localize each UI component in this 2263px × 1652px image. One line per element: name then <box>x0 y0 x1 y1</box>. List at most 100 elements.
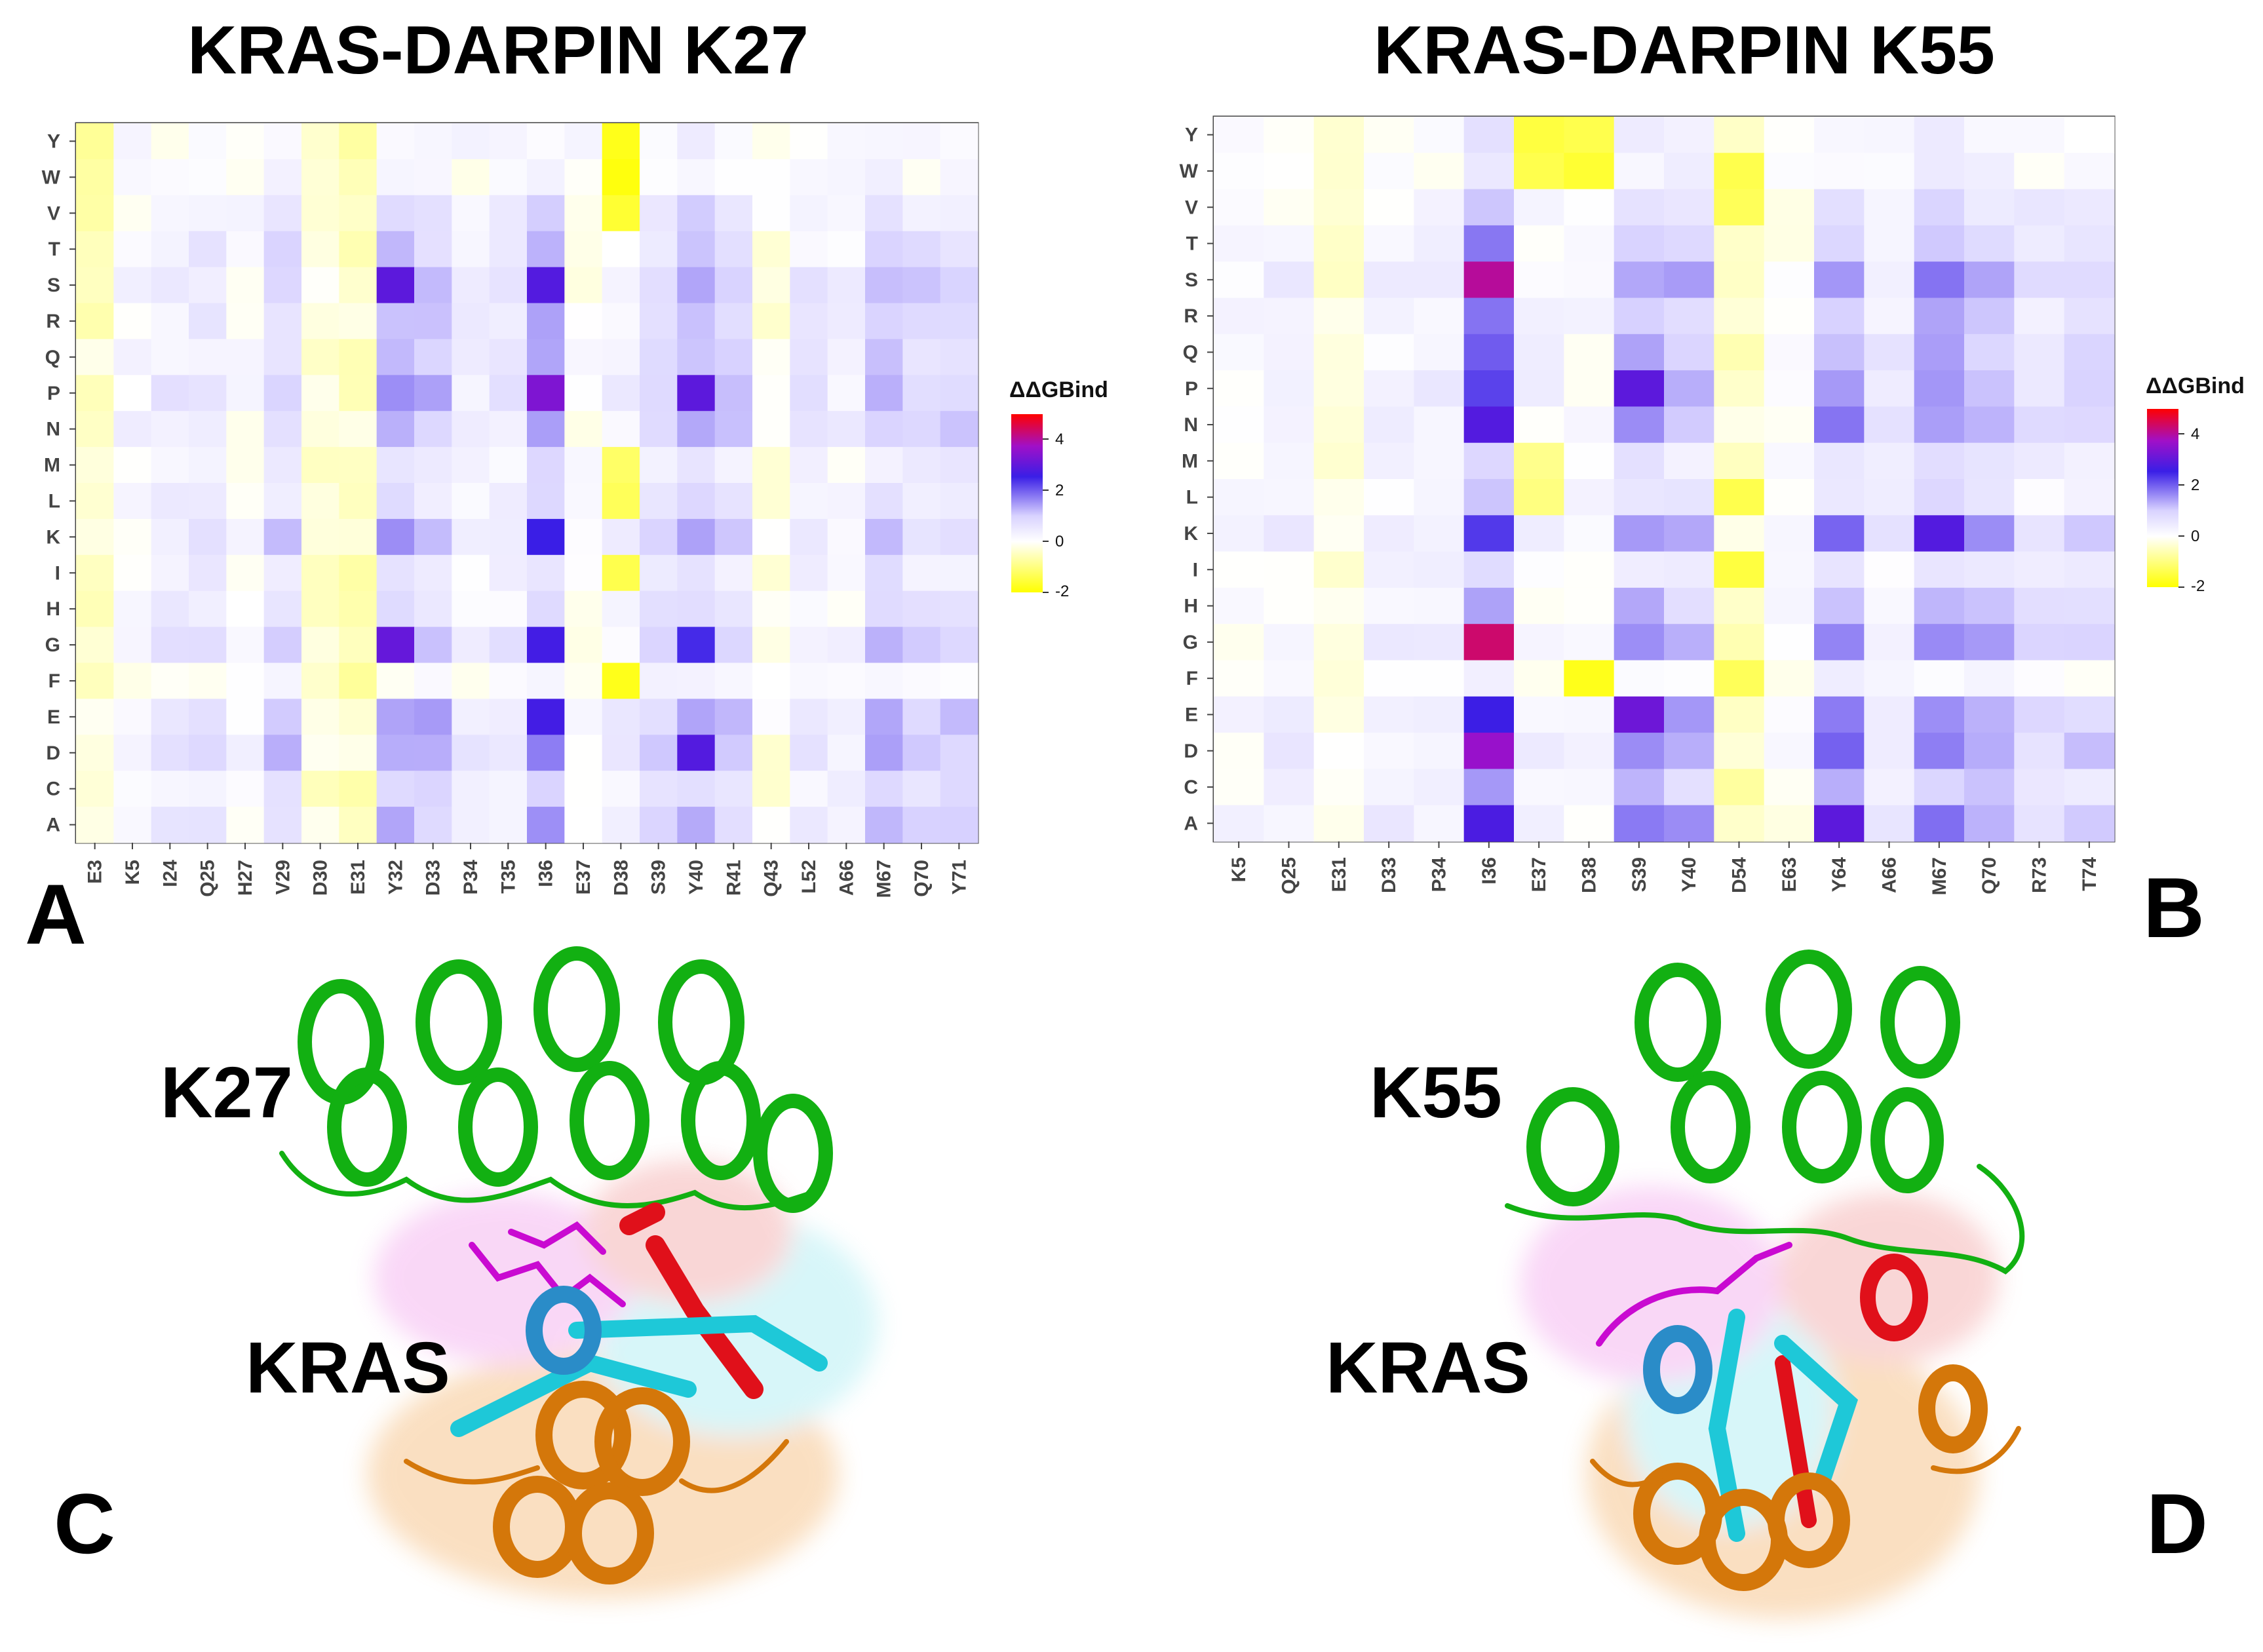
heatmap-cell-S-Q70 <box>902 267 941 304</box>
heatmap-cell-C-Y71 <box>940 771 978 807</box>
heatmap-cell-H-D38 <box>602 590 640 628</box>
heatmap-cell-M-P34 <box>1414 442 1465 480</box>
heatmap-cell-I-T35 <box>489 554 528 592</box>
heatmap-cell-Y-K5 <box>113 123 152 160</box>
heatmap-cell-D-V29 <box>263 735 302 771</box>
heatmap-cell-S-Y32 <box>376 267 415 304</box>
heatmap-cell-L-T74 <box>2064 479 2115 516</box>
heatmap-cell-V-Q70 <box>902 195 941 232</box>
heatmap-cell-N-H27 <box>226 411 265 448</box>
heatmap-cell-Y-Q25 <box>1264 117 1315 153</box>
heatmap-cell-L-Y71 <box>940 483 978 520</box>
heatmap-cell-L-H27 <box>226 483 265 520</box>
y-tick-label: L <box>1186 487 1198 509</box>
heatmap-cell-V-V29 <box>263 195 302 232</box>
x-tick-label: K5 <box>122 860 144 885</box>
heatmap-cell-P-Y71 <box>940 375 978 412</box>
heatmap-cell-Q-A66 <box>827 339 866 375</box>
heatmap-cell-L-P34 <box>452 483 490 520</box>
heatmap-cell-K-M67 <box>865 518 903 556</box>
heatmap-cell-T-A66 <box>1864 225 1915 262</box>
heatmap-cell-A-I36 <box>1463 805 1515 842</box>
heatmap-cell-G-D38 <box>1564 624 1615 661</box>
heatmap-cell-R-R73 <box>2014 298 2065 335</box>
legend-b-tick-4: 4 <box>2191 425 2199 443</box>
heatmap-cell-I-T74 <box>2064 551 2115 588</box>
structure-d-darpin-label: K55 <box>1370 1052 1502 1133</box>
y-tick-label: F <box>1186 668 1198 689</box>
heatmap-cell-D-R41 <box>714 735 753 771</box>
heatmap-cell-V-I36 <box>527 195 565 232</box>
heatmap-cell-G-Y64 <box>1814 624 1865 661</box>
heatmap-cell-C-T35 <box>489 771 528 807</box>
heatmap-cell-H-Y64 <box>1814 587 1865 624</box>
heatmap-cell-T-Y71 <box>940 231 978 268</box>
heatmap-cell-I-Q25 <box>1264 551 1315 588</box>
heatmap-cell-A-E37 <box>564 807 603 843</box>
heatmap-cell-N-R41 <box>714 411 753 448</box>
heatmap-cell-N-S39 <box>640 411 678 448</box>
heatmap-cell-C-A66 <box>827 771 866 807</box>
heatmap-cell-W-M67 <box>865 159 903 196</box>
heatmap-cell-A-R73 <box>2014 805 2065 842</box>
heatmap-cell-R-R41 <box>714 303 753 339</box>
heatmap-cell-A-Y64 <box>1814 805 1865 842</box>
heatmap-cell-C-H27 <box>226 771 265 807</box>
heatmap-cell-A-S39 <box>1614 805 1665 842</box>
x-tick-label: P34 <box>460 860 482 895</box>
heatmap-cell-G-H27 <box>226 626 265 664</box>
heatmap-cell-E-T35 <box>489 699 528 735</box>
heatmap-cell-K-T35 <box>489 518 528 556</box>
y-tick-label: W <box>1180 161 1199 182</box>
heatmap-cell-V-Q43 <box>752 195 790 232</box>
heatmap-cell-F-Y71 <box>940 663 978 699</box>
heatmap-cell-M-D33 <box>414 447 452 484</box>
heatmap-cell-I-V29 <box>263 554 302 592</box>
heatmap-cell-R-Y71 <box>940 303 978 339</box>
heatmap-cell-K-H27 <box>226 518 265 556</box>
heatmap-cell-L-E37 <box>1514 479 1564 516</box>
heatmap-cell-L-Q70 <box>1964 479 2015 516</box>
heatmap-cell-W-P34 <box>1414 153 1465 190</box>
heatmap-cell-K-Q25 <box>189 518 227 556</box>
heatmap-cell-E-D30 <box>301 699 339 735</box>
heatmap-cell-K-Q70 <box>902 518 941 556</box>
y-tick-label: M <box>44 455 60 476</box>
heatmap-cell-G-E31 <box>1313 624 1364 661</box>
heatmap-b-title: KRAS-DARPIN K55 <box>1374 12 1995 88</box>
heatmap-cell-S-S39 <box>1614 261 1665 299</box>
heatmap-cell-H-M67 <box>1914 587 1965 624</box>
heatmap-cell-E-Q43 <box>752 699 790 735</box>
heatmap-cell-E-S39 <box>640 699 678 735</box>
heatmap-cell-N-L52 <box>790 411 828 448</box>
heatmap-cell-M-D38 <box>602 447 640 484</box>
heatmap-cell-Y-R73 <box>2014 117 2065 153</box>
heatmap-cell-H-E31 <box>1313 587 1364 624</box>
heatmap-cell-G-S39 <box>1614 624 1665 661</box>
heatmap-cell-P-Y40 <box>677 375 716 412</box>
heatmap-cell-N-I36 <box>527 411 565 448</box>
heatmap-cell-I-Y71 <box>940 554 978 592</box>
heatmap-cell-S-R73 <box>2014 261 2065 299</box>
heatmap-cell-K-Y71 <box>940 518 978 556</box>
heatmap-cell-D-E31 <box>1313 733 1364 769</box>
heatmap-cell-K-I36 <box>1463 515 1515 552</box>
y-tick-label: S <box>1185 269 1198 291</box>
heatmap-cell-Y-H27 <box>226 123 265 160</box>
heatmap-cell-L-E31 <box>1313 479 1364 516</box>
heatmap-cell-F-K5 <box>113 663 152 699</box>
heatmap-cell-N-Q70 <box>902 411 941 448</box>
heatmap-cell-M-E37 <box>1514 442 1564 480</box>
heatmap-cell-Y-D33 <box>1364 117 1414 153</box>
heatmap-cell-S-Q25 <box>189 267 227 304</box>
heatmap-cell-M-I36 <box>527 447 565 484</box>
heatmap-cell-I-K5 <box>1214 551 1264 588</box>
heatmap-cell-D-A66 <box>827 735 866 771</box>
heatmap-cell-Y-E3 <box>76 123 114 160</box>
heatmap-cell-G-K5 <box>1214 624 1264 661</box>
heatmap-cell-Y-Y40 <box>677 123 716 160</box>
heatmap-cell-G-E63 <box>1764 624 1815 661</box>
heatmap-cell-Q-Y40 <box>677 339 716 375</box>
heatmap-cell-N-T35 <box>489 411 528 448</box>
heatmap-cell-T-Q70 <box>1964 225 2015 262</box>
